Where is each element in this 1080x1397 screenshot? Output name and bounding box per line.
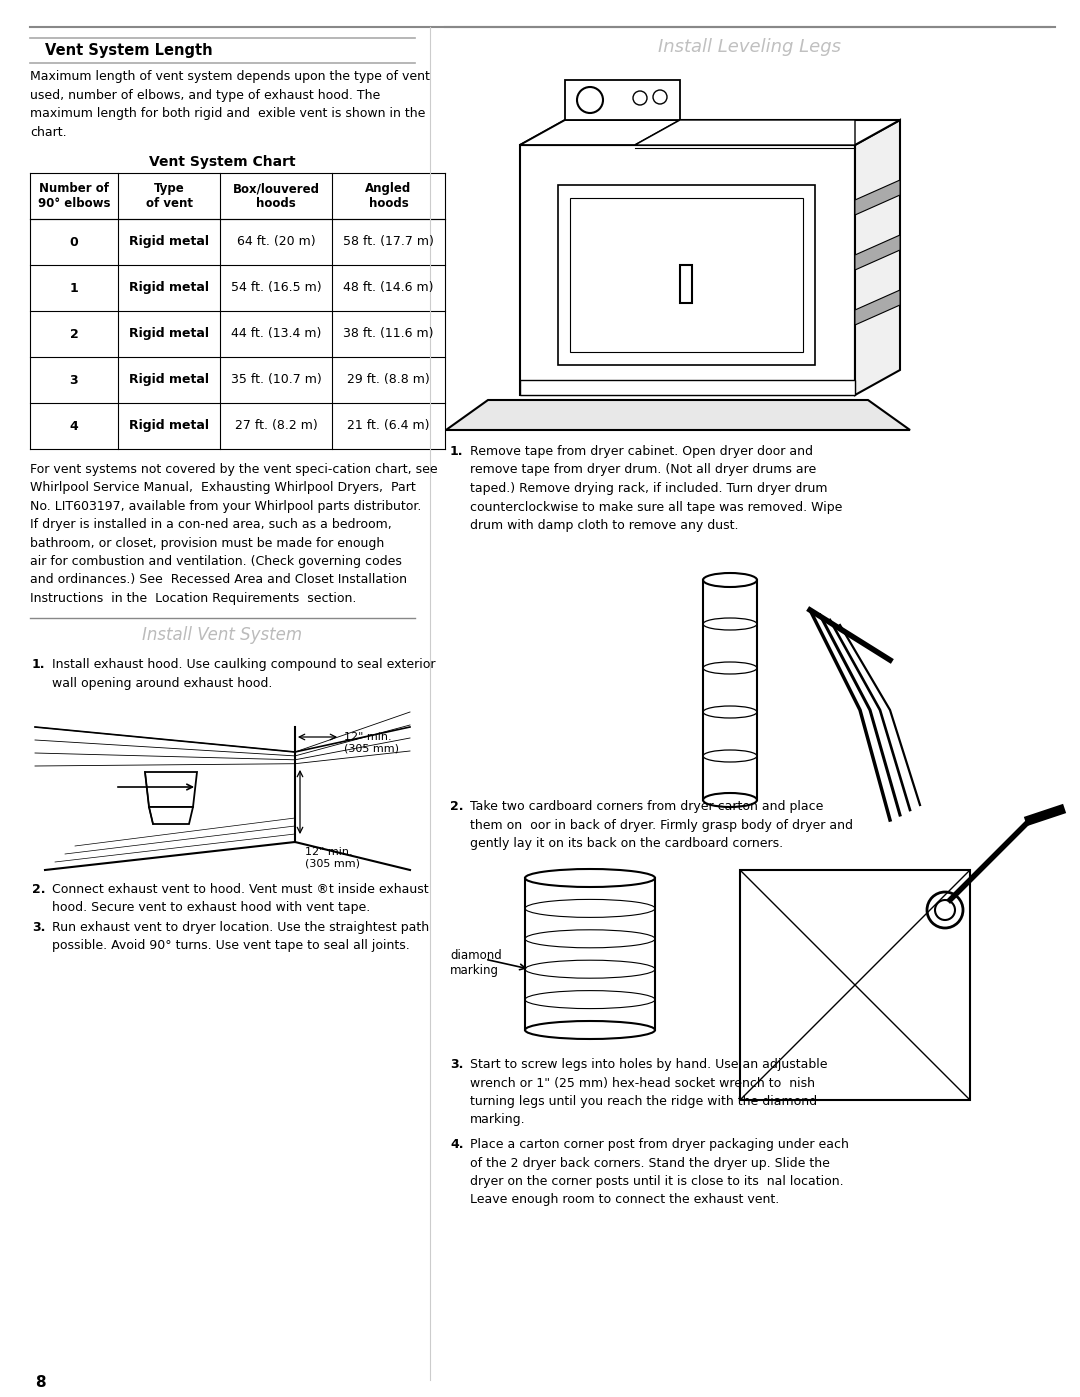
Text: 44 ft. (13.4 m): 44 ft. (13.4 m) [231,327,321,341]
Polygon shape [635,120,855,145]
Polygon shape [855,180,900,215]
Ellipse shape [525,1021,654,1039]
Polygon shape [149,807,193,824]
Text: Take two cardboard corners from dryer carton and place
them on  oor in back of d: Take two cardboard corners from dryer ca… [470,800,853,849]
Text: Run exhaust vent to dryer location. Use the straightest path
possible. Avoid 90°: Run exhaust vent to dryer location. Use … [52,921,429,953]
Text: 35 ft. (10.7 m): 35 ft. (10.7 m) [231,373,322,387]
Text: Box/louvered
hoods: Box/louvered hoods [232,182,320,210]
Text: Vent System Length: Vent System Length [45,43,213,59]
Text: 48 ft. (14.6 m): 48 ft. (14.6 m) [343,282,434,295]
Text: 29 ft. (8.8 m): 29 ft. (8.8 m) [347,373,430,387]
Ellipse shape [525,900,654,918]
Text: Rigid metal: Rigid metal [129,282,210,295]
Polygon shape [519,145,855,395]
Text: 3: 3 [70,373,79,387]
Text: If dryer is installed in a con­ned area, such as a bedroom,
bathroom, or closet,: If dryer is installed in a con­ned area,… [30,518,407,605]
Text: Rigid metal: Rigid metal [129,236,210,249]
Text: 38 ft. (11.6 m): 38 ft. (11.6 m) [343,327,434,341]
Text: 2.: 2. [450,800,463,813]
Polygon shape [855,235,900,270]
Text: 54 ft. (16.5 m): 54 ft. (16.5 m) [231,282,322,295]
Polygon shape [855,291,900,326]
Polygon shape [855,120,900,395]
Text: Connect exhaust vent to hood. Vent must ®t inside exhaust
hood. Secure vent to e: Connect exhaust vent to hood. Vent must … [52,883,429,915]
Bar [519,380,855,395]
Text: Rigid metal: Rigid metal [129,373,210,387]
Ellipse shape [525,990,654,1009]
Polygon shape [558,184,815,365]
Polygon shape [446,400,910,430]
Ellipse shape [525,930,654,947]
Text: 1.: 1. [32,658,45,671]
Text: Remove tape from dryer cabinet. Open dryer door and
remove tape from dryer drum.: Remove tape from dryer cabinet. Open dry… [470,446,842,532]
Polygon shape [145,773,197,807]
Text: For vent systems not covered by the vent speci­cation chart, see
Whirlpool Servi: For vent systems not covered by the vent… [30,462,437,513]
Text: 0: 0 [69,236,79,249]
Polygon shape [565,80,680,120]
Text: Rigid metal: Rigid metal [129,327,210,341]
Text: 12" min.
(305 mm): 12" min. (305 mm) [305,847,360,869]
Text: 12" min.
(305 mm): 12" min. (305 mm) [345,732,399,753]
Polygon shape [519,120,900,145]
Text: Place a carton corner post from dryer packaging under each
of the 2 dryer back c: Place a carton corner post from dryer pa… [470,1139,849,1207]
Text: 3.: 3. [450,1058,463,1071]
Text: 27 ft. (8.2 m): 27 ft. (8.2 m) [234,419,318,433]
Text: Install Vent System: Install Vent System [143,626,302,644]
Text: 58 ft. (17.7 m): 58 ft. (17.7 m) [343,236,434,249]
Ellipse shape [525,960,654,978]
Bar [740,870,970,1099]
Text: Rigid metal: Rigid metal [129,419,210,433]
Circle shape [927,893,963,928]
Text: Start to screw legs into holes by hand. Use an adjustable
wrench or 1" (25 mm) h: Start to screw legs into holes by hand. … [470,1058,827,1126]
Polygon shape [519,120,680,145]
Text: 64 ft. (20 m): 64 ft. (20 m) [237,236,315,249]
Text: 2.: 2. [32,883,45,895]
Text: 1: 1 [69,282,79,295]
Text: diamond
marking: diamond marking [450,949,502,977]
Text: Angled
hoods: Angled hoods [365,182,411,210]
Ellipse shape [703,793,757,807]
Text: Maximum length of vent system depends upon the type of vent
used, number of elbo: Maximum length of vent system depends up… [30,70,430,138]
Text: Vent System Chart: Vent System Chart [149,155,296,169]
Text: Install Leveling Legs: Install Leveling Legs [659,38,841,56]
Text: Install exhaust hood. Use caulking compound to seal exterior
wall opening around: Install exhaust hood. Use caulking compo… [52,658,435,690]
Text: 2: 2 [69,327,79,341]
Text: 4: 4 [69,419,79,433]
Text: 8: 8 [35,1375,45,1390]
Text: Number of
90° elbows: Number of 90° elbows [38,182,110,210]
Text: 21 ft. (6.4 m): 21 ft. (6.4 m) [348,419,430,433]
Bar [680,265,692,303]
Text: Type
of vent: Type of vent [146,182,192,210]
Ellipse shape [703,573,757,587]
Text: 4.: 4. [450,1139,463,1151]
Text: 1.: 1. [450,446,463,458]
Text: 3.: 3. [32,921,45,935]
